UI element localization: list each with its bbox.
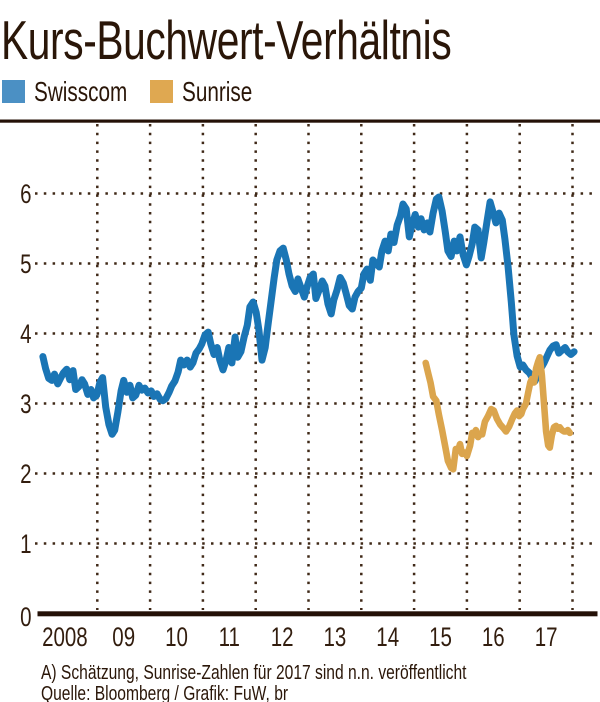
- swisscom-color-swatch: [2, 80, 25, 103]
- chart-top-border: [0, 119, 600, 123]
- x-tick-label: 13: [323, 622, 346, 652]
- x-tick-label: 17: [535, 622, 558, 652]
- x-tick-label: 09: [112, 622, 135, 652]
- sunrise-color-swatch: [150, 80, 173, 103]
- y-tick-label: 3: [20, 389, 31, 419]
- legend-item-sunrise: Sunrise: [150, 76, 277, 107]
- legend-label-swisscom: Swisscom: [34, 76, 128, 107]
- swisscom-line: [39, 193, 578, 438]
- y-tick-label: 0: [20, 602, 31, 632]
- source-credit: Quelle: Bloomberg / Grafik: FuW, br: [41, 683, 289, 702]
- x-tick-label: 12: [271, 622, 294, 652]
- x-axis-line: [37, 611, 598, 617]
- page-title: Kurs-Buchwert-Verhältnis: [1, 13, 600, 68]
- x-tick-label: 14: [376, 622, 399, 652]
- y-tick-label: 4: [20, 319, 31, 349]
- x-tick-label: 16: [482, 622, 505, 652]
- sunrise-line: [422, 353, 574, 473]
- y-tick-label: 1: [20, 529, 31, 559]
- legend-item-swisscom: Swisscom: [2, 76, 160, 107]
- x-tick-label: 11: [219, 622, 240, 652]
- x-tick-label: 2008: [42, 622, 88, 652]
- y-tick-label: 2: [20, 459, 31, 489]
- x-tick-label: 10: [165, 622, 188, 652]
- y-tick-label: 5: [20, 249, 31, 279]
- y-tick-label: 6: [20, 179, 31, 209]
- page-title-text: Kurs-Buchwert-Verhältnis: [1, 9, 452, 71]
- legend-label-sunrise: Sunrise: [182, 76, 253, 107]
- footnote: A) Schätzung, Sunrise-Zahlen für 2017 si…: [41, 662, 467, 684]
- x-tick-label: 15: [429, 622, 452, 652]
